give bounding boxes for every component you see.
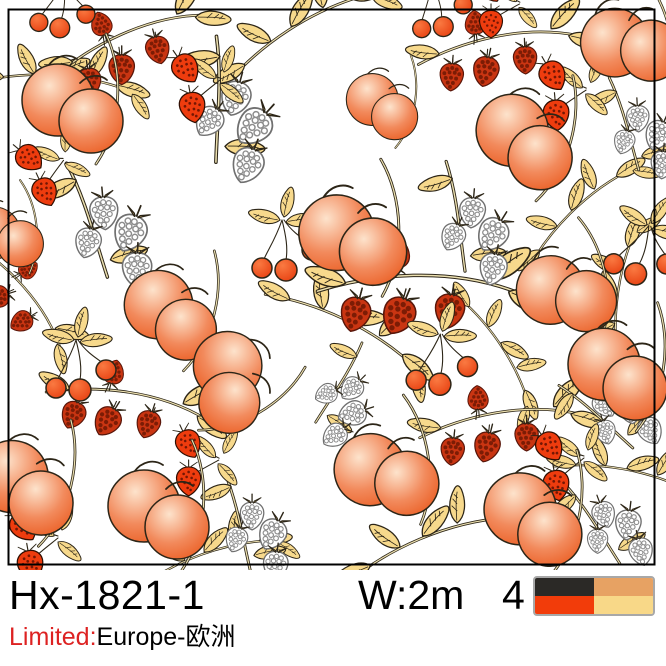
limited-row: Limited:Europe-欧洲 — [9, 624, 236, 651]
pattern-motif-cherry — [41, 306, 116, 401]
colorway-color-red — [535, 596, 594, 614]
product-width: W:2m — [358, 572, 465, 618]
colorway-color-tan — [594, 578, 653, 596]
colorway-count: 4 — [502, 572, 525, 618]
limited-value: Europe-欧洲 — [96, 623, 236, 651]
fruit-pattern-illustration — [0, 0, 666, 570]
colorway-color-black — [535, 578, 594, 596]
limited-label: Limited: — [9, 623, 97, 651]
pattern-motif-wrasp — [279, 327, 401, 454]
pattern-motif-peach — [341, 48, 425, 151]
pattern-motif-cherry — [396, 0, 477, 42]
colorway-palette — [533, 576, 655, 616]
fabric-pattern-swatch — [0, 0, 666, 570]
pattern-motif-peach — [106, 438, 211, 570]
pattern-motif-peach — [474, 437, 596, 570]
pattern-motif-peach — [20, 32, 125, 166]
product-code: Hx-1821-1 — [9, 572, 205, 618]
pattern-motifs — [0, 0, 666, 570]
colorway-color-yellow — [594, 596, 653, 614]
swatch-border-frame — [7, 8, 656, 566]
